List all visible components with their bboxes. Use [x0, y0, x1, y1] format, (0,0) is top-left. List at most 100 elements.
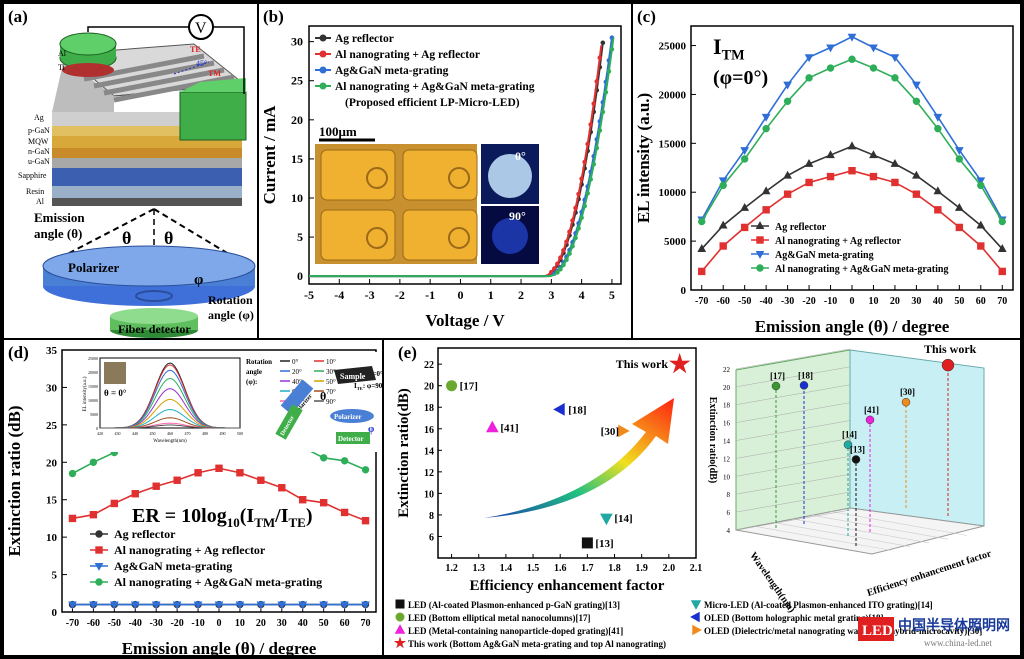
z-tick-label: 4 [727, 527, 731, 535]
inset-x-label: Wavelength(nm) [153, 439, 187, 444]
x-tick-label: -1 [425, 288, 435, 302]
legend-marker [690, 611, 700, 623]
inset-x-tick: 430 [115, 431, 121, 436]
x-tick-label: -60 [717, 296, 730, 307]
point-label: This work [616, 357, 669, 371]
emission-glow-90 [492, 218, 528, 254]
legend-marker [690, 600, 702, 610]
z-tick-label: 14 [723, 438, 731, 446]
data-point [591, 161, 597, 167]
emission-glow-0 [488, 154, 532, 198]
data-point [299, 496, 307, 504]
data-point [151, 601, 161, 610]
polarizer-tilted [280, 379, 314, 415]
data-point [606, 69, 612, 74]
iv-chart: (b) -5 -4 -3 -2 -1 0 1 2 3 4 5 0 5 10 15 20 25 30 Voltage /… [260, 7, 622, 330]
z-grid [735, 491, 851, 513]
legend-marker [394, 624, 406, 634]
y-tick-label: 30 [291, 35, 303, 49]
floor-grid [792, 518, 930, 544]
data-point [235, 601, 245, 610]
point-label: [30] [601, 426, 619, 438]
x-tick-label: -10 [824, 296, 837, 307]
panel-b-label: (b) [263, 7, 284, 26]
svg-text:Ag: Ag [34, 113, 44, 122]
sphere-point [771, 381, 781, 391]
x-tick-label: 10 [235, 618, 245, 629]
x-tick-label: 1.4 [500, 563, 513, 574]
data-point [193, 601, 203, 610]
y-tick-label: 30 [46, 382, 58, 394]
x-axis-label: Emission angle (θ) / degree [122, 639, 317, 655]
watermark-url: www.china-led.net [924, 638, 992, 648]
sample-label: Sample [340, 372, 366, 381]
led-pixel [320, 209, 396, 261]
y-tick-label: 0 [52, 607, 58, 619]
data-point [848, 167, 856, 175]
floor-grid [773, 522, 911, 547]
inset-x-tick: 490 [220, 431, 226, 436]
data-point [340, 601, 349, 610]
z-tick-label: 6 [727, 509, 731, 517]
y-tick-label: 10000 [659, 187, 687, 199]
data-point [576, 226, 581, 231]
watermark-cn: 中国半导体照明网 [898, 617, 1010, 634]
legend-marker [755, 221, 765, 230]
y-axis-label: Extinction ratio(dB) [396, 388, 412, 518]
y-tick-label: 20 [46, 457, 58, 469]
panel-d: (d) -70 -60 -50 -40 -30 -20 -10 0 10 20 30 40 50 60 70 0… [4, 340, 382, 655]
x-tick-label: -40 [129, 618, 142, 629]
legend-label: Ag reflector [775, 222, 827, 233]
x-tick-label: 0 [850, 296, 855, 307]
inset-x-tick: 470 [185, 431, 191, 436]
data-point-3 [618, 424, 630, 438]
angle-90-label: 90° [509, 209, 526, 223]
legend-label: Al nanograting + Ag reflector [775, 236, 902, 247]
data-point [319, 601, 329, 610]
data-point [561, 262, 566, 268]
data-point [597, 128, 603, 133]
x-tick-label: -30 [150, 618, 163, 629]
data-point [319, 454, 328, 462]
z-tick-label: 16 [723, 420, 731, 428]
data-point [912, 170, 921, 179]
sphere-label: [18] [798, 370, 813, 380]
data-point [783, 81, 792, 90]
legend-label: Ag reflector [114, 527, 176, 541]
svg-text:MQW: MQW [28, 137, 49, 146]
x-tick-label: -3 [365, 288, 375, 302]
sphere-point [941, 358, 955, 372]
panel-b: (b) -5 -4 -3 -2 -1 0 1 2 3 4 5 0 5 10 15 20 25 30 Voltage /… [259, 4, 631, 338]
sphere-label: [30] [900, 387, 915, 397]
inset-device-thumb [104, 362, 126, 384]
y-tick-label: 15 [291, 152, 303, 166]
legend-marker [319, 50, 327, 58]
svg-text:n-GaN: n-GaN [28, 147, 50, 156]
data-point [609, 46, 615, 52]
data-point [826, 150, 835, 159]
data-point [588, 177, 594, 182]
z-axis-label: Extinction ratio(dB) [707, 397, 718, 483]
x-tick-label: 40 [298, 618, 308, 629]
data-point [719, 242, 727, 250]
data-point [215, 464, 223, 472]
svg-text:Al: Al [36, 197, 45, 206]
point-label: [18] [568, 404, 586, 416]
x-tick-label: 60 [976, 296, 986, 307]
data-point [848, 55, 856, 63]
data-point [361, 466, 370, 474]
inset-angle-label: angle [246, 368, 262, 376]
data-point [89, 458, 98, 466]
z-grid [735, 384, 851, 405]
z-tick-label: 10 [723, 473, 731, 481]
x-tick-label: 1.8 [608, 563, 621, 574]
data-point [68, 601, 77, 610]
data-point [585, 190, 590, 196]
sphere-point [901, 397, 911, 407]
x-tick-label: -50 [108, 618, 121, 629]
legend-label: Al nanograting + Ag reflector [335, 49, 480, 61]
x-tick-label: -20 [170, 618, 183, 629]
z-tick-label: 8 [727, 491, 731, 499]
x-tick-label: 2.1 [690, 563, 703, 574]
